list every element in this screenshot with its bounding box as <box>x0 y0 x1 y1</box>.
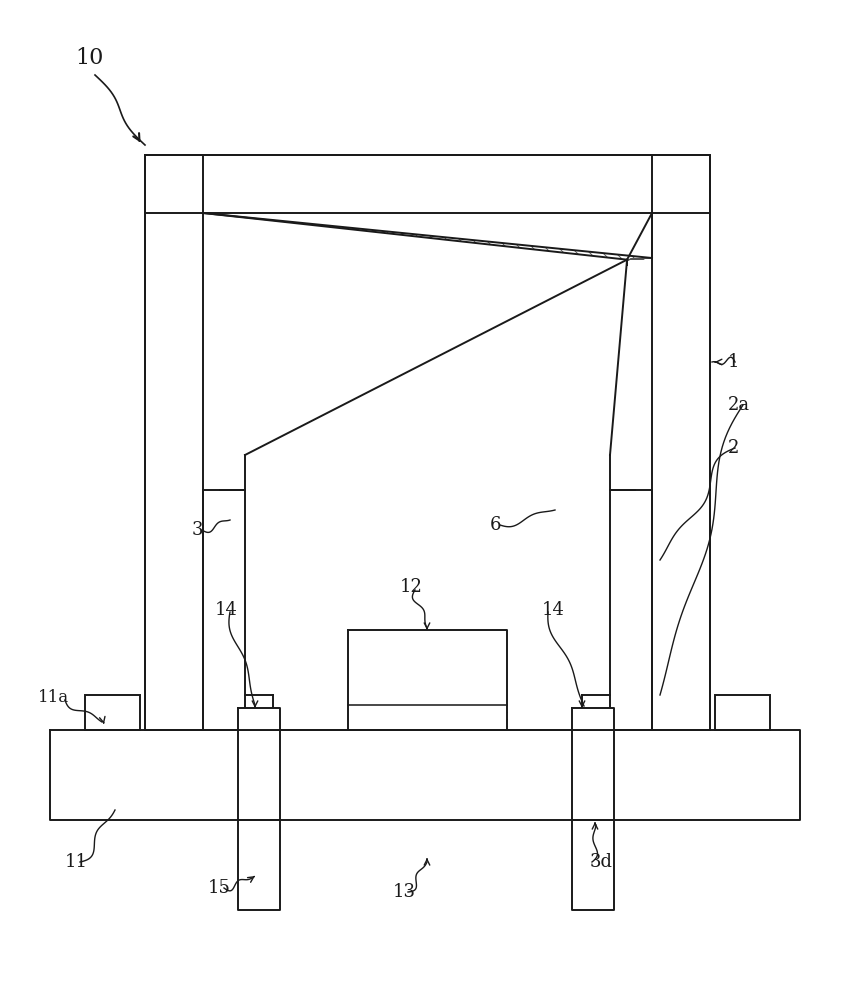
Text: 3: 3 <box>192 521 204 539</box>
Bar <box>572 730 614 820</box>
Text: 3d: 3d <box>590 853 613 871</box>
Bar <box>50 730 800 820</box>
Bar <box>85 695 140 730</box>
Bar <box>610 490 652 730</box>
Bar <box>572 708 614 730</box>
Text: 10: 10 <box>75 47 103 69</box>
Text: 13: 13 <box>393 883 416 901</box>
Bar <box>572 820 614 910</box>
Text: 14: 14 <box>215 601 238 619</box>
Bar <box>238 730 280 820</box>
Bar <box>203 490 245 730</box>
Text: 12: 12 <box>400 578 423 596</box>
Text: 11: 11 <box>65 853 88 871</box>
Bar <box>238 708 280 730</box>
Text: 1: 1 <box>728 353 740 371</box>
Bar <box>715 695 770 730</box>
Text: 2a: 2a <box>728 396 750 414</box>
Text: 11a: 11a <box>38 690 69 706</box>
Text: 2: 2 <box>728 439 740 457</box>
Text: 6: 6 <box>490 516 502 534</box>
Text: 14: 14 <box>542 601 565 619</box>
Bar <box>238 820 280 910</box>
Bar <box>145 155 203 730</box>
Bar <box>652 155 710 730</box>
Text: 15: 15 <box>208 879 231 897</box>
Bar <box>348 630 507 730</box>
Bar <box>145 155 710 213</box>
